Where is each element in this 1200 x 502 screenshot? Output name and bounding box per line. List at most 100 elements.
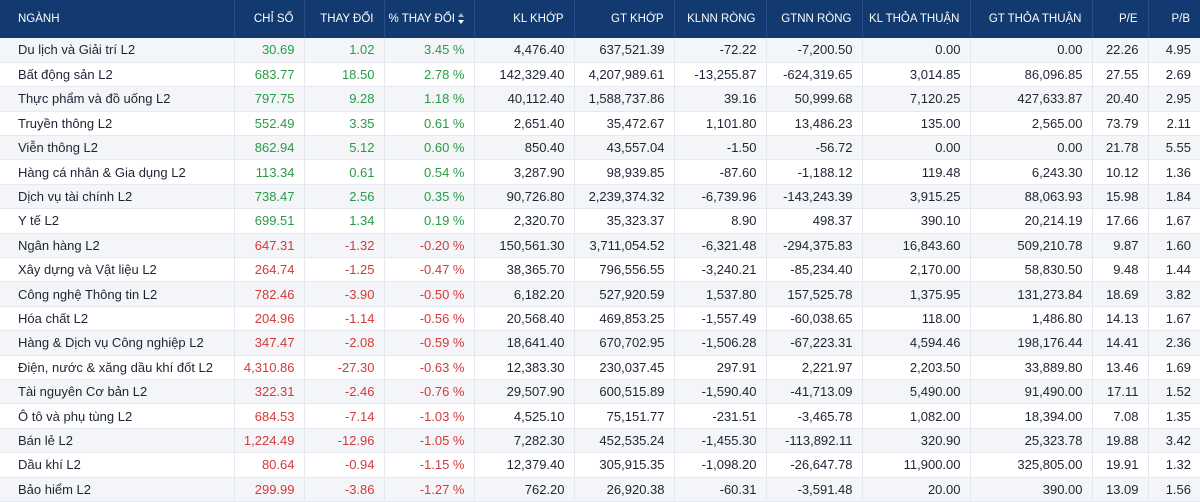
column-header-pct-thay-doi[interactable]: % THAY ĐỔI <box>384 0 475 38</box>
cell-thay-doi: 1.34 <box>304 208 385 234</box>
cell-klnn-rong: 297.91 <box>674 355 767 380</box>
sort-desc-icon[interactable] <box>457 13 465 25</box>
sector-name-cell[interactable]: Viễn thông L2 <box>0 135 235 161</box>
cell-pe: 22.26 <box>1092 38 1149 63</box>
column-header-label: NGÀNH <box>18 13 60 25</box>
table-row[interactable]: Y tế L2 699.51 1.34 0.19 % 2,320.70 35,323.37… <box>0 208 1200 234</box>
sector-name-cell[interactable]: Bất động sản L2 <box>0 62 235 88</box>
cell-gtnn-rong: -26,647.78 <box>766 452 863 478</box>
cell-pct-thay-doi: -0.47 % <box>384 257 475 283</box>
cell-gtnn-rong: -143,243.39 <box>766 184 863 210</box>
cell-pct-thay-doi: 0.61 % <box>384 111 475 137</box>
table-row[interactable]: Bất động sản L2 683.77 18.50 2.78 % 142,329.… <box>0 62 1200 88</box>
column-header-pe[interactable]: P/E <box>1092 0 1149 38</box>
cell-kl-thoa-thuan: 3,915.25 <box>862 184 971 210</box>
cell-gt-khop: 35,323.37 <box>574 208 675 234</box>
cell-pb: 2.11 <box>1148 111 1200 137</box>
table-row[interactable]: Bán lẻ L2 1,224.49 -12.96 -1.05 % 7,282.30 45… <box>0 428 1200 454</box>
sector-name-cell[interactable]: Truyền thông L2 <box>0 111 235 137</box>
table-row[interactable]: Hàng & Dịch vụ Công nghiệp L2 347.47 -2.08… <box>0 330 1200 356</box>
cell-kl-khop: 6,182.20 <box>474 281 575 307</box>
cell-chi-so: 264.74 <box>234 257 305 283</box>
cell-kl-thoa-thuan: 135.00 <box>862 111 971 137</box>
cell-pct-thay-doi: 0.54 % <box>384 159 475 185</box>
cell-klnn-rong: 1,101.80 <box>674 111 767 137</box>
table-row[interactable]: Truyền thông L2 552.49 3.35 0.61 % 2,651.40 3… <box>0 111 1200 137</box>
sector-name-cell[interactable]: Thực phẩm và đồ uống L2 <box>0 86 235 112</box>
cell-pb: 1.36 <box>1148 159 1200 185</box>
table-row[interactable]: Ngân hàng L2 647.31 -1.32 -0.20 % 150,561.30… <box>0 233 1200 259</box>
sector-name-cell[interactable]: Dịch vụ tài chính L2 <box>0 184 235 210</box>
table-row[interactable]: Bảo hiểm L2 299.99 -3.86 -1.27 % 762.20 26,92… <box>0 477 1200 502</box>
column-header-label: CHỈ SỐ <box>253 13 294 25</box>
cell-kl-thoa-thuan: 320.90 <box>862 428 971 454</box>
cell-gt-khop: 75,151.77 <box>574 403 675 429</box>
sector-name-cell[interactable]: Ô tô và phụ tùng L2 <box>0 403 235 429</box>
cell-pb: 1.69 <box>1148 355 1200 380</box>
sector-name-cell[interactable]: Tài nguyên Cơ bản L2 <box>0 379 235 405</box>
sector-name-cell[interactable]: Ngân hàng L2 <box>0 233 235 259</box>
cell-pe: 13.46 <box>1092 355 1149 380</box>
table-row[interactable]: Công nghệ Thông tin L2 782.46 -3.90 -0.50 %… <box>0 281 1200 307</box>
table-row[interactable]: Dịch vụ tài chính L2 738.47 2.56 0.35 % 90,7… <box>0 184 1200 210</box>
sector-name-cell[interactable]: Hàng & Dịch vụ Công nghiệp L2 <box>0 330 235 356</box>
cell-kl-khop: 2,651.40 <box>474 111 575 137</box>
sector-name-cell[interactable]: Bán lẻ L2 <box>0 428 235 454</box>
table-row[interactable]: Thực phẩm và đồ uống L2 797.75 9.28 1.18 % 4… <box>0 86 1200 112</box>
column-header-klnn-rong[interactable]: KLNN RÒNG <box>674 0 767 38</box>
table-row[interactable]: Tài nguyên Cơ bản L2 322.31 -2.46 -0.76 % 29… <box>0 379 1200 405</box>
table-row[interactable]: Điện, nước & xăng dầu khí đốt L2 4,310.86… <box>0 355 1200 380</box>
cell-klnn-rong: -13,255.87 <box>674 62 767 88</box>
cell-kl-khop: 40,112.40 <box>474 86 575 112</box>
column-header-thay-doi[interactable]: THAY ĐỔI <box>304 0 385 38</box>
column-header-nganh[interactable]: NGÀNH <box>0 0 235 38</box>
cell-pe: 14.13 <box>1092 306 1149 332</box>
sector-name-cell[interactable]: Dầu khí L2 <box>0 452 235 478</box>
cell-chi-so: 684.53 <box>234 403 305 429</box>
column-header-chi-so[interactable]: CHỈ SỐ <box>234 0 305 38</box>
sector-name-cell[interactable]: Y tế L2 <box>0 208 235 234</box>
cell-pct-thay-doi: 0.19 % <box>384 208 475 234</box>
cell-thay-doi: 0.61 <box>304 159 385 185</box>
cell-gtnn-rong: 13,486.23 <box>766 111 863 137</box>
sector-name-cell[interactable]: Xây dựng và Vật liệu L2 <box>0 257 235 283</box>
cell-pe: 9.87 <box>1092 233 1149 259</box>
column-header-pb[interactable]: P/B <box>1148 0 1200 38</box>
sector-name-cell[interactable]: Hóa chất L2 <box>0 306 235 332</box>
cell-gtnn-rong: -113,892.11 <box>766 428 863 454</box>
cell-kl-thoa-thuan: 390.10 <box>862 208 971 234</box>
column-header-kl-khop[interactable]: KL KHỚP <box>474 0 575 38</box>
cell-klnn-rong: 1,537.80 <box>674 281 767 307</box>
column-header-gt-khop[interactable]: GT KHỚP <box>574 0 675 38</box>
table-row[interactable]: Hàng cá nhân & Gia dụng L2 113.34 0.61 0.54… <box>0 159 1200 185</box>
cell-kl-thoa-thuan: 4,594.46 <box>862 330 971 356</box>
table-row[interactable]: Viễn thông L2 862.94 5.12 0.60 % 850.40 43,55… <box>0 135 1200 161</box>
cell-pe: 13.09 <box>1092 477 1149 502</box>
column-header-gtnn-rong[interactable]: GTNN RÒNG <box>766 0 863 38</box>
cell-thay-doi: 18.50 <box>304 62 385 88</box>
sector-name-cell[interactable]: Điện, nước & xăng dầu khí đốt L2 <box>0 355 235 380</box>
column-header-kl-thoa-thuan[interactable]: KL THỎA THUẬN <box>862 0 971 38</box>
column-header-gt-thoa-thuan[interactable]: GT THỎA THUẬN <box>970 0 1093 38</box>
cell-chi-so: 797.75 <box>234 86 305 112</box>
cell-chi-so: 862.94 <box>234 135 305 161</box>
table-row[interactable]: Xây dựng và Vật liệu L2 264.74 -1.25 -0.47 … <box>0 257 1200 283</box>
table-row[interactable]: Hóa chất L2 204.96 -1.14 -0.56 % 20,568.40 46… <box>0 306 1200 332</box>
sector-name-cell[interactable]: Công nghệ Thông tin L2 <box>0 281 235 307</box>
cell-pb: 1.32 <box>1148 452 1200 478</box>
cell-kl-khop: 850.40 <box>474 135 575 161</box>
cell-pe: 27.55 <box>1092 62 1149 88</box>
column-header-label: KLNN RÒNG <box>687 13 756 25</box>
table-row[interactable]: Ô tô và phụ tùng L2 684.53 -7.14 -1.03 % 4,5… <box>0 403 1200 429</box>
sector-name-cell[interactable]: Bảo hiểm L2 <box>0 477 235 502</box>
cell-kl-khop: 38,365.70 <box>474 257 575 283</box>
cell-gt-thoa-thuan: 509,210.78 <box>970 233 1093 259</box>
table-row[interactable]: Du lịch và Giải trí L2 30.69 1.02 3.45 % 4,4… <box>0 38 1200 63</box>
table-row[interactable]: Dầu khí L2 80.64 -0.94 -1.15 % 12,379.40 305,… <box>0 452 1200 478</box>
sector-name-cell[interactable]: Du lịch và Giải trí L2 <box>0 38 235 63</box>
cell-kl-khop: 3,287.90 <box>474 159 575 185</box>
cell-gt-khop: 43,557.04 <box>574 135 675 161</box>
cell-chi-so: 738.47 <box>234 184 305 210</box>
cell-chi-so: 782.46 <box>234 281 305 307</box>
sector-name-cell[interactable]: Hàng cá nhân & Gia dụng L2 <box>0 159 235 185</box>
